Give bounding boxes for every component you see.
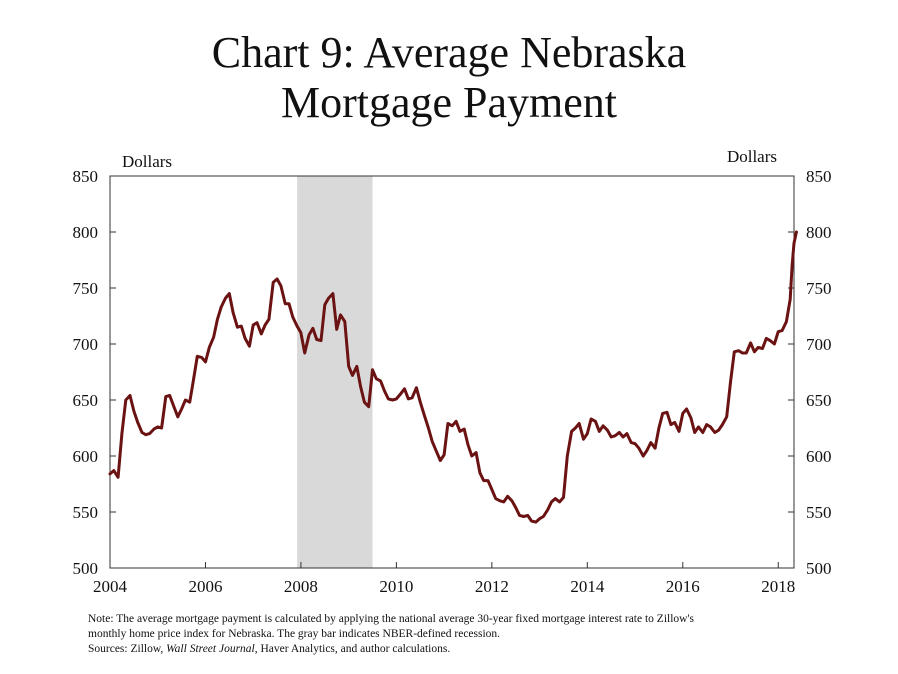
left-axis-label: Dollars — [122, 152, 172, 171]
y-tick-label-right: 550 — [806, 503, 832, 522]
y-tick-label-left: 750 — [73, 279, 99, 298]
sources-prefix: Sources: Zillow, — [88, 643, 167, 655]
y-tick-label-left: 550 — [73, 503, 99, 522]
x-tick-label: 2014 — [570, 577, 605, 596]
x-tick-label: 2016 — [666, 577, 700, 596]
x-tick-label: 2004 — [93, 577, 128, 596]
y-tick-label-right: 700 — [806, 335, 832, 354]
y-tick-label-left: 800 — [73, 223, 99, 242]
x-tick-label: 2010 — [379, 577, 413, 596]
chart-title-line-2: Mortgage Payment — [280, 78, 618, 127]
x-tick-label: 2008 — [284, 577, 318, 596]
y-tick-label-left: 650 — [73, 391, 99, 410]
x-tick-label: 2018 — [761, 577, 795, 596]
right-axis-label: Dollars — [727, 147, 777, 166]
sources-italic: Wall Street Journal — [166, 643, 255, 655]
y-tick-label-left: 600 — [73, 447, 99, 466]
y-tick-label-left: 850 — [73, 167, 99, 186]
y-tick-label-right: 500 — [806, 559, 832, 578]
sources-suffix: , Haver Analytics, and author calculatio… — [254, 643, 451, 655]
plot-frame — [109, 175, 795, 569]
recession-bar — [297, 176, 373, 568]
chart-title: Chart 9: Average Nebraska Mortgage Payme… — [0, 28, 898, 128]
note-line-2: monthly home price index for Nebraska. T… — [88, 628, 501, 640]
series-line — [108, 230, 798, 524]
y-tick-label-right: 600 — [806, 447, 832, 466]
note-line-1: Note: The average mortgage payment is ca… — [88, 613, 695, 625]
y-tick-label-right: 850 — [806, 167, 832, 186]
x-tick-label: 2006 — [188, 577, 222, 596]
chart-title-line-1: Chart 9: Average Nebraska — [211, 28, 687, 77]
y-tick-label-right: 800 — [806, 223, 832, 242]
chart-note: Note: The average mortgage payment is ca… — [88, 612, 808, 657]
y-tick-label-left: 500 — [73, 559, 99, 578]
sources-line: Sources: Zillow, Wall Street Journal, Ha… — [88, 642, 808, 657]
y-tick-label-right: 750 — [806, 279, 832, 298]
y-tick-label-left: 700 — [73, 335, 99, 354]
x-tick-label: 2012 — [475, 577, 509, 596]
y-tick-label-right: 650 — [806, 391, 832, 410]
